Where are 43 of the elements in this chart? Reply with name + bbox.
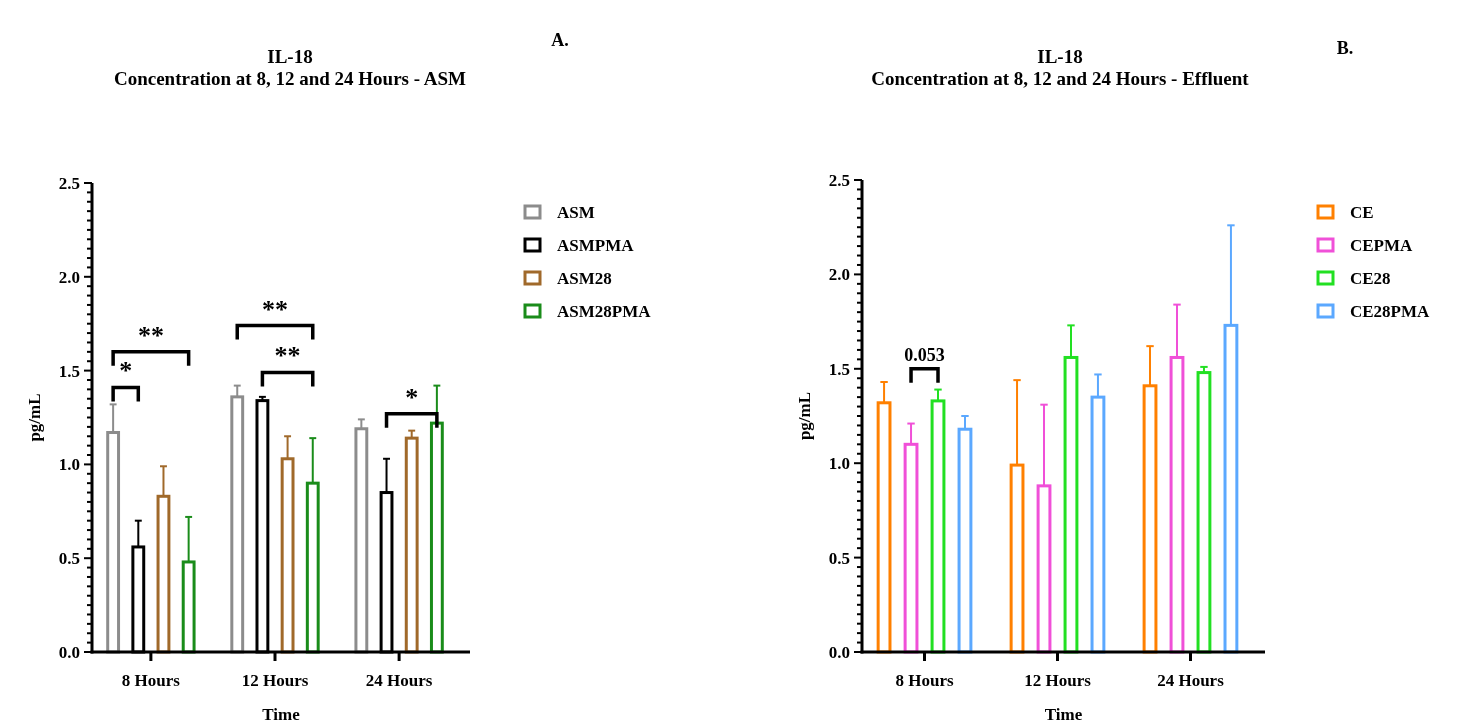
y-axis-title: pg/mL <box>795 391 814 441</box>
x-axis-title: Time <box>1044 705 1083 724</box>
annotation: * <box>119 356 133 386</box>
y-tick-label: 2.5 <box>58 173 80 193</box>
legend-label: ASM28PMA <box>557 301 652 321</box>
legend-label: CEPMA <box>1350 235 1414 255</box>
bar <box>404 436 419 654</box>
annotation: ** <box>274 341 301 371</box>
bar <box>429 421 444 654</box>
y-axis-title: pg/mL <box>25 393 44 442</box>
y-tick-label: 2.0 <box>58 267 80 287</box>
x-tick-label: 8 Hours <box>121 671 181 690</box>
x-tick-label: 24 Hours <box>1157 671 1225 690</box>
annotation: 0.053 <box>904 344 945 365</box>
text: A. <box>551 30 569 50</box>
annotation: ** <box>137 320 164 350</box>
legend-label: CE <box>1350 202 1374 222</box>
legend-label: ASM28 <box>557 268 612 288</box>
x-tick-label: 12 Hours <box>1024 671 1092 690</box>
y-tick-label: 2.0 <box>828 265 850 285</box>
y-tick-label: 0.0 <box>58 642 80 662</box>
x-tick-label: 8 Hours <box>895 671 954 690</box>
x-tick-label: 12 Hours <box>241 671 309 690</box>
chart-title: IL-18 Concentration at 8, 12 and 24 Hours - Effluent <box>871 46 1250 89</box>
y-tick-label: 0.0 <box>828 642 850 662</box>
y-tick-label: 1.5 <box>828 359 850 379</box>
annotation: ** <box>262 294 288 324</box>
y-tick-label: 1.0 <box>58 455 80 475</box>
y-tick-label: 0.5 <box>828 548 850 568</box>
x-tick-label: 24 Hours <box>365 671 433 690</box>
text: B. <box>1336 38 1354 58</box>
y-tick-label: 1.0 <box>828 454 850 474</box>
y-tick-label: 2.5 <box>828 170 850 190</box>
y-tick-label: 0.5 <box>58 549 80 569</box>
x-axis-title: Time <box>262 705 301 724</box>
annotation: * <box>405 382 419 412</box>
chart-title: IL-18 Concentration at 8, 12 and 24 Hours - ASM <box>113 46 467 89</box>
legend-label: CE28PMA <box>1350 301 1431 321</box>
legend-label: CE28 <box>1350 268 1391 288</box>
bar <box>1196 371 1212 654</box>
legend-label: ASM <box>557 202 595 222</box>
legend-label: ASMPMA <box>557 235 635 255</box>
y-tick-label: 1.5 <box>58 361 80 381</box>
